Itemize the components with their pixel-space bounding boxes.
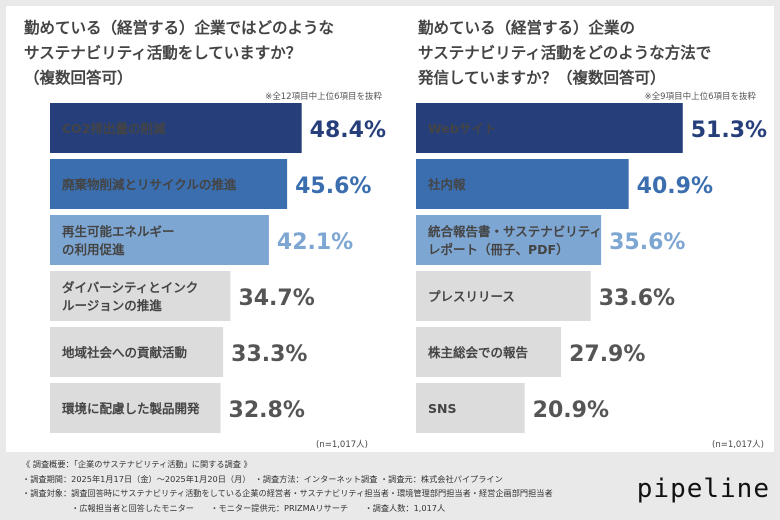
bar-2 xyxy=(50,215,269,265)
survey-overview: 《 調査概要：「企業のサステナビリティ活動」に関する調査 》 ・調査期間：202… xyxy=(22,457,553,515)
left-title-line-1: 勤めている（経営する）企業ではどのような xyxy=(24,19,335,37)
bar-label-3-0: プレスリリース xyxy=(428,289,515,304)
left-chart-title: 勤めている（経営する）企業ではどのような サステナビリティ活動をしていますか？ … xyxy=(24,16,384,91)
left-bar-chart: CO2排出量の削減 48.4% 廃棄物削減とリサイクルの推進 45.6% 再生可能エネル… xyxy=(50,103,386,433)
survey-period-method: ・調査期間：2025年1月17日（金）〜2025年1月20日（月） ・調査方法：… xyxy=(22,473,503,484)
bar-5 xyxy=(416,383,525,433)
right-title-line-3: 発信していますか？（複数回答可） xyxy=(418,69,666,87)
right-title-line-1: 勤めている（経営する）企業の xyxy=(418,19,636,37)
value-label-1: 40.9% xyxy=(637,174,713,199)
bar-2 xyxy=(416,215,602,265)
survey-overview-title: 《 調査概要：「企業のサステナビリティ活動」に関する調査 》 xyxy=(22,459,252,469)
bar-1 xyxy=(50,159,288,209)
bar-label-4-0: 地域社会への貢献活動 xyxy=(62,345,187,360)
bar-label-0-0: CO2排出量の削減 xyxy=(62,121,166,136)
bar-3 xyxy=(50,271,231,321)
bar-5 xyxy=(50,383,221,433)
survey-target: ・調査対象：調査回答時にサステナビリティ活動をしている企業の経営者・サステナビリ… xyxy=(22,488,553,498)
value-label-4: 33.3% xyxy=(231,342,307,367)
bar-label-2-1: レポート（冊子、PDF） xyxy=(428,242,569,257)
survey-target-continued: ・広報担当者と回答したモニター ・モニター提供元：PRIZMAリサーチ ・調査人… xyxy=(22,502,446,513)
bar-4 xyxy=(50,327,224,377)
bar-label-0-0: Webサイト xyxy=(428,121,496,136)
left-sample-size: (n=1,017人) xyxy=(316,440,368,450)
right-chart-title: 勤めている（経営する）企業の サステナビリティ活動をどのような方法で 発信してい… xyxy=(418,16,778,91)
infographic-card: 勤めている（経営する）企業ではどのような サステナビリティ活動をしていますか？ … xyxy=(6,6,774,452)
bar-0 xyxy=(416,103,683,153)
bar-label-5-0: 環境に配慮した製品開発 xyxy=(62,401,200,416)
value-label-0: 51.3% xyxy=(691,118,767,143)
value-label-5: 32.8% xyxy=(229,398,305,423)
bar-4 xyxy=(416,327,562,377)
left-title-line-3: （複数回答可） xyxy=(24,69,133,87)
right-title-line-2: サステナビリティ活動をどのような方法で xyxy=(418,44,712,62)
bar-1 xyxy=(416,159,629,209)
value-label-1: 45.6% xyxy=(295,174,371,199)
left-title-line-2: サステナビリティ活動をしていますか？ xyxy=(24,44,302,62)
right-bar-chart: Webサイト 51.3% 社内報 40.9% 統合報告書・サステナビリティレポート（冊子… xyxy=(416,103,767,433)
bar-0 xyxy=(50,103,302,153)
bar-label-1-0: 廃棄物削減とリサイクルの推進 xyxy=(62,177,237,192)
bar-label-3-1: ルージョンの推進 xyxy=(62,298,162,313)
right-sample-size: (n=1,017人) xyxy=(712,440,764,450)
bar-label-5-0: SNS xyxy=(428,401,456,416)
value-label-2: 42.1% xyxy=(277,230,353,255)
value-label-2: 35.6% xyxy=(609,230,685,255)
pipeline-logo: pipeline xyxy=(636,474,770,504)
bar-label-2-1: の利用促進 xyxy=(62,242,125,257)
bar-3 xyxy=(416,271,591,321)
right-chart-note: ※全9項目中上位6項目を抜粋 xyxy=(644,92,756,102)
bar-label-2-0: 統合報告書・サステナビリティ xyxy=(428,224,602,239)
value-label-3: 33.6% xyxy=(599,286,675,311)
left-chart-note: ※全12項目中上位6項目を抜粋 xyxy=(265,92,382,102)
bar-label-3-0: ダイバーシティとインク xyxy=(62,280,198,295)
value-label-5: 20.9% xyxy=(533,398,609,423)
value-label-4: 27.9% xyxy=(569,342,645,367)
value-label-0: 48.4% xyxy=(310,118,386,143)
bar-label-4-0: 株主総会での報告 xyxy=(428,345,529,360)
bar-label-2-0: 再生可能エネルギー xyxy=(62,224,175,239)
bar-label-1-0: 社内報 xyxy=(427,177,466,192)
value-label-3: 34.7% xyxy=(238,286,314,311)
